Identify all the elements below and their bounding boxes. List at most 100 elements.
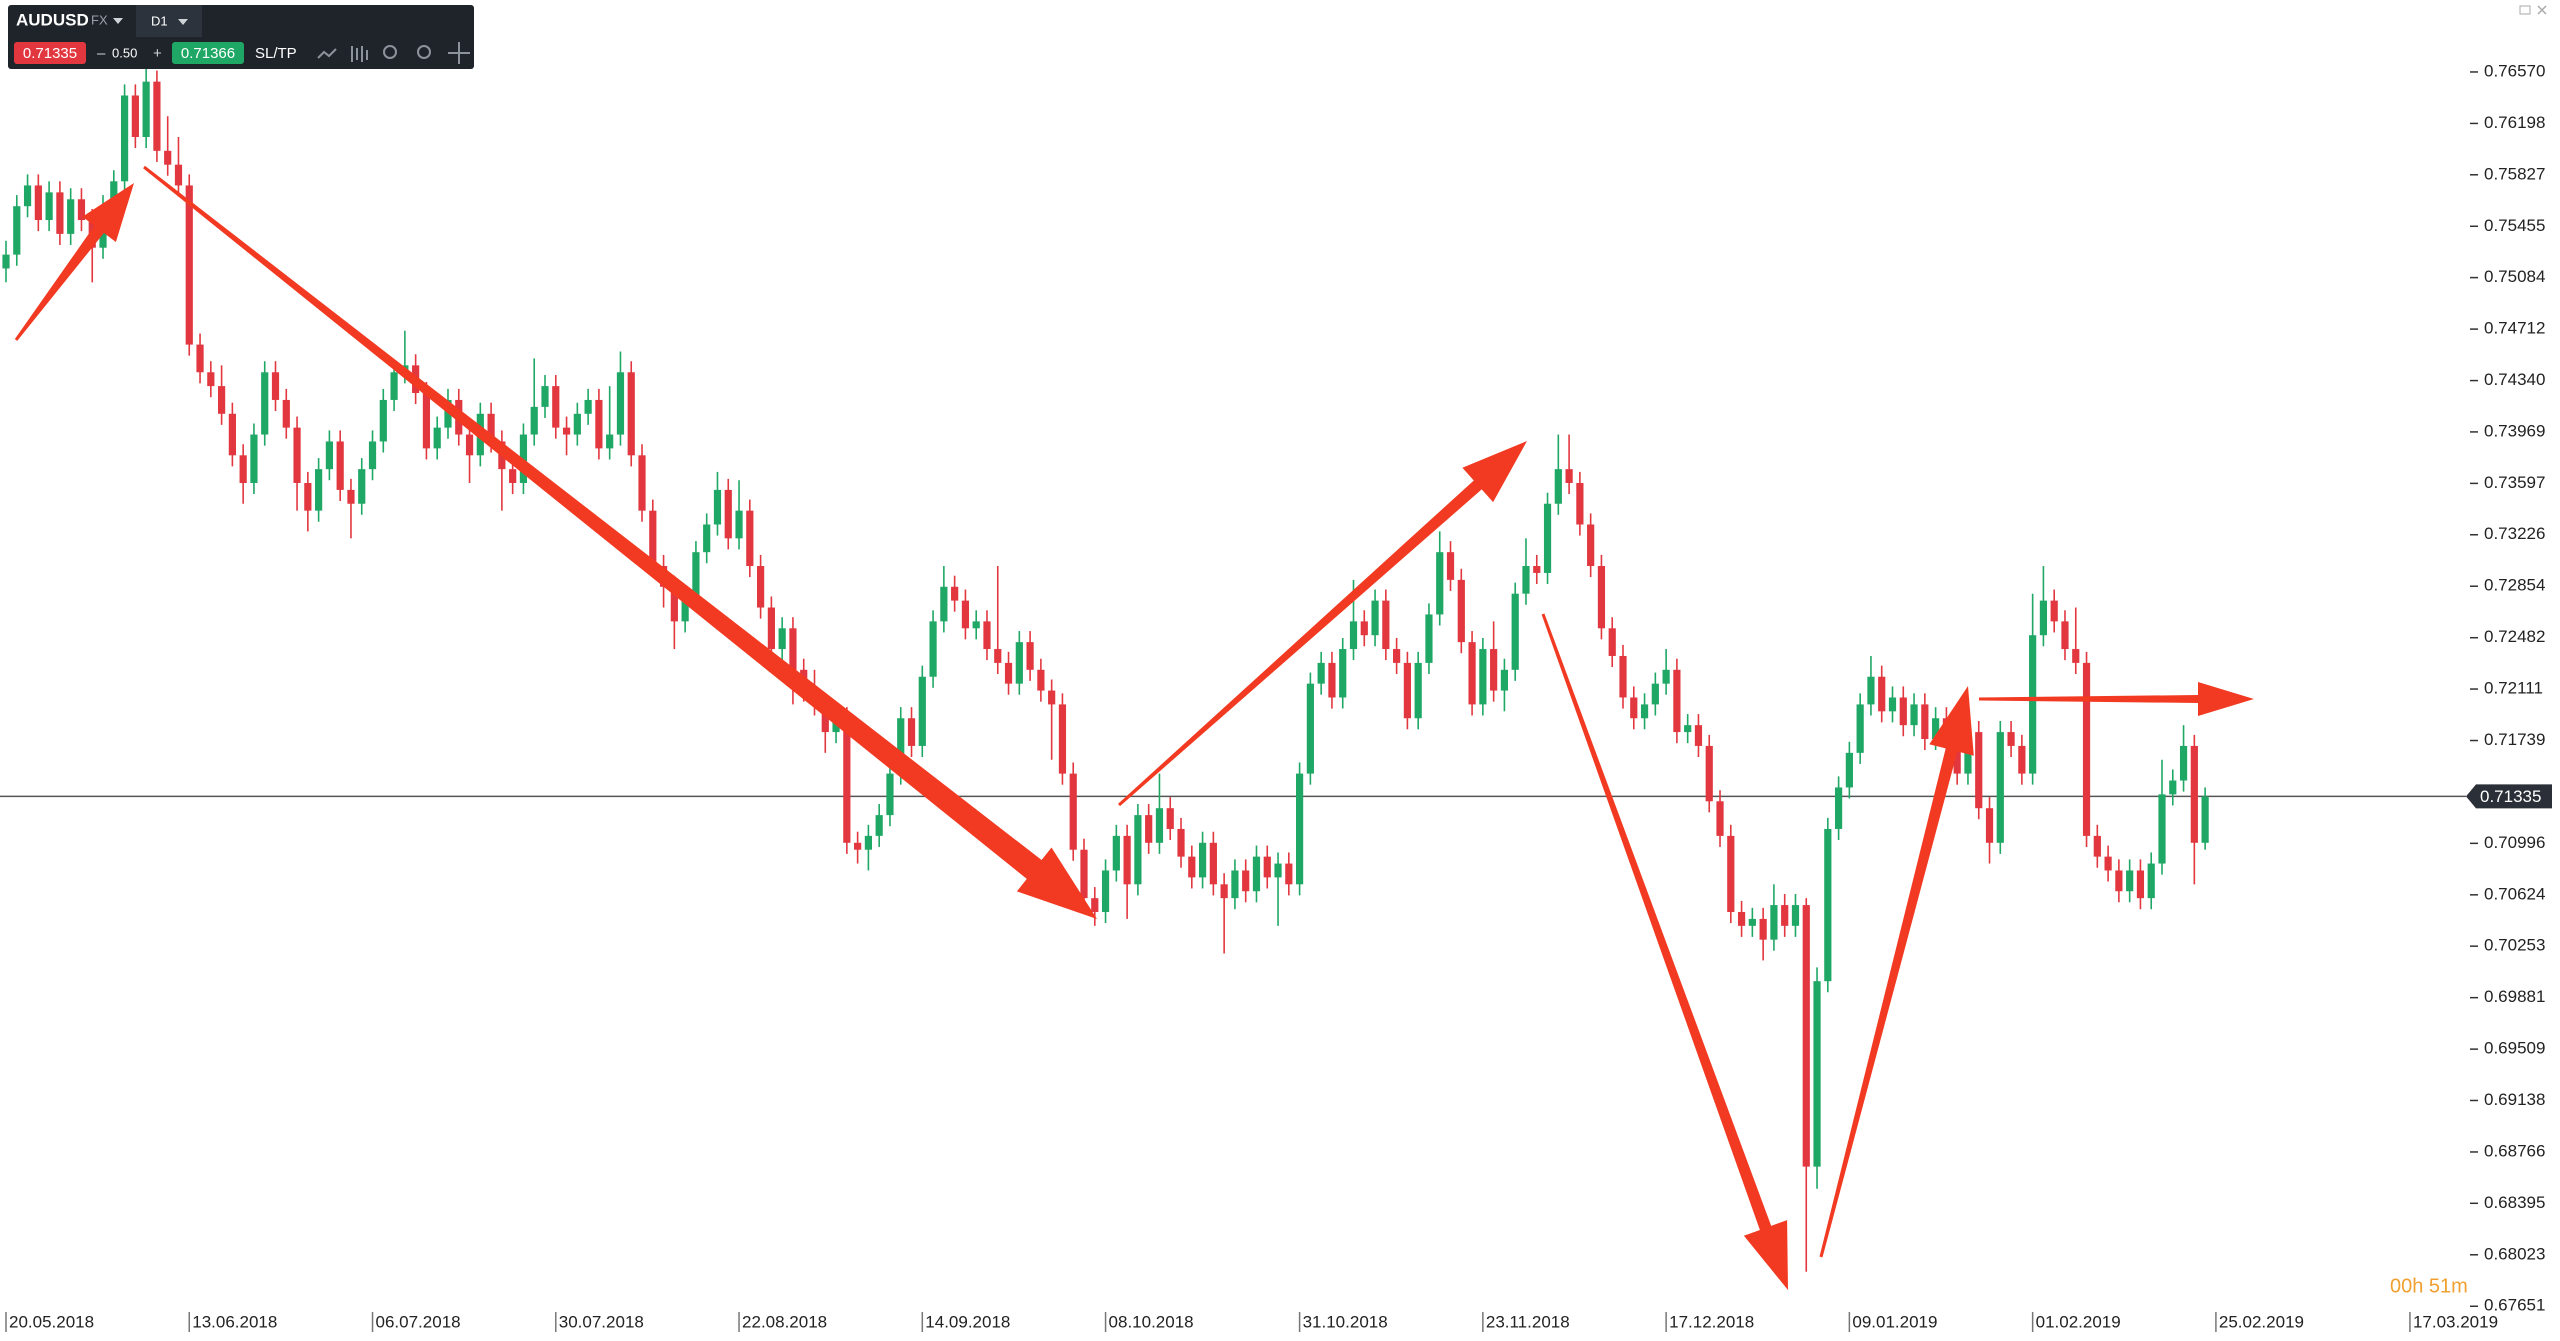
candle-body [2050,600,2058,622]
dropdown[interactable] [178,19,188,25]
icon-candles[interactable] [351,46,368,62]
candle-body [1004,662,1013,684]
candle-body [271,372,280,400]
icon-zoom-out[interactable] [383,45,397,59]
x-tick-label: 06.07.2018 [376,1312,461,1331]
candle-body [2169,780,2177,795]
candle-body [2136,870,2145,899]
candle-body [1953,739,1961,774]
arrow [1979,682,2254,716]
buy-price[interactable]: 0.71366 [181,45,235,62]
candle-body [562,427,571,435]
sltp[interactable]: SL/TP [255,45,297,62]
candle-body [368,441,377,470]
candle-body [1867,676,1875,705]
candle-body [821,704,829,733]
sell-price[interactable]: 0.71335 [23,45,77,62]
arrow [1118,441,1527,807]
candle-body [1500,669,1509,691]
candle-body [1608,628,1616,656]
buy-button[interactable] [172,42,244,64]
candle-body [164,150,172,165]
candle-body [2190,745,2198,843]
candle-body [1759,918,1767,940]
candle-body [1791,905,1800,926]
candle-body [972,621,980,629]
candle-body [13,206,21,255]
icon-line[interactable] [317,48,337,59]
annotation-arrows [14,165,2254,1290]
icon-close[interactable] [2537,5,2547,15]
candle-body [875,815,883,836]
candle-body [465,434,474,456]
price-label-box [2466,784,2552,809]
candle-body [1360,621,1368,636]
candle-body [1048,690,1056,705]
candle-body [1382,600,1390,650]
icon-crosshair[interactable] [448,42,470,64]
candle-body [1209,842,1217,885]
arrow [14,183,134,341]
candle-body [1673,669,1681,733]
candle-body [1069,773,1077,850]
y-tick-label: 0.70996 [2484,833,2545,852]
candle-body [509,469,517,483]
icon-zoom-in[interactable] [417,45,431,59]
candle-body [1975,732,1983,809]
y-tick-label: 0.73226 [2484,524,2545,543]
candle-body [1522,566,1530,594]
y-tick-label: 0.75084 [2484,267,2545,286]
candle-body [681,600,689,622]
candle-body [261,372,269,435]
y-tick-label: 0.69138 [2484,1090,2545,1109]
candle-body [1436,552,1444,615]
candle-body [1177,828,1185,857]
candle-body [1479,649,1487,705]
candle-body [218,386,226,414]
candle-body [23,185,32,207]
candle-body [174,164,183,186]
candle-body [789,628,797,670]
candle-body [1737,911,1746,926]
candle-body [1619,655,1627,698]
candle-body [1080,849,1088,899]
minus[interactable]: – [97,45,106,62]
candle-body [239,455,247,483]
candle-body [1587,524,1595,567]
candle-body [34,185,42,221]
candle-body [1533,566,1541,573]
candles [2,51,2209,1272]
toolbar: AUDUSD FX D1 0.71335 – 0.50 + 0.71366 SL… [8,5,474,69]
sell-button[interactable] [14,42,86,64]
candle-body [67,199,75,234]
timeframe[interactable]: D1 [151,13,168,28]
candle-body [1824,828,1832,982]
candle-body [1231,870,1239,899]
x-tick-label: 31.10.2018 [1303,1312,1388,1331]
candle-body [1490,649,1498,691]
candle-body [325,441,333,470]
candle-body [530,406,538,435]
candle-body [347,489,355,504]
candle-body [767,607,775,650]
candle-body [45,192,53,221]
spread: 0.50 [112,45,137,60]
x-tick-label: 30.07.2018 [559,1312,644,1331]
candle-body [627,372,635,456]
icon-window[interactable] [2519,5,2531,15]
candle-body [1123,835,1131,885]
plus[interactable]: + [153,45,162,62]
candle-body [929,621,937,677]
candle-body [293,427,301,483]
dropdown[interactable] [113,18,123,24]
candle-body [886,773,894,816]
candle-body [1684,725,1692,733]
timeframe-box[interactable] [136,5,202,37]
symbol[interactable]: AUDUSD [16,10,89,29]
candle-body [1242,870,1250,892]
candle-body [854,842,862,850]
candle-body [1565,469,1573,483]
candle-body [1414,662,1422,719]
candle-body [778,628,786,650]
price-label: 0.71335 [2480,787,2541,806]
